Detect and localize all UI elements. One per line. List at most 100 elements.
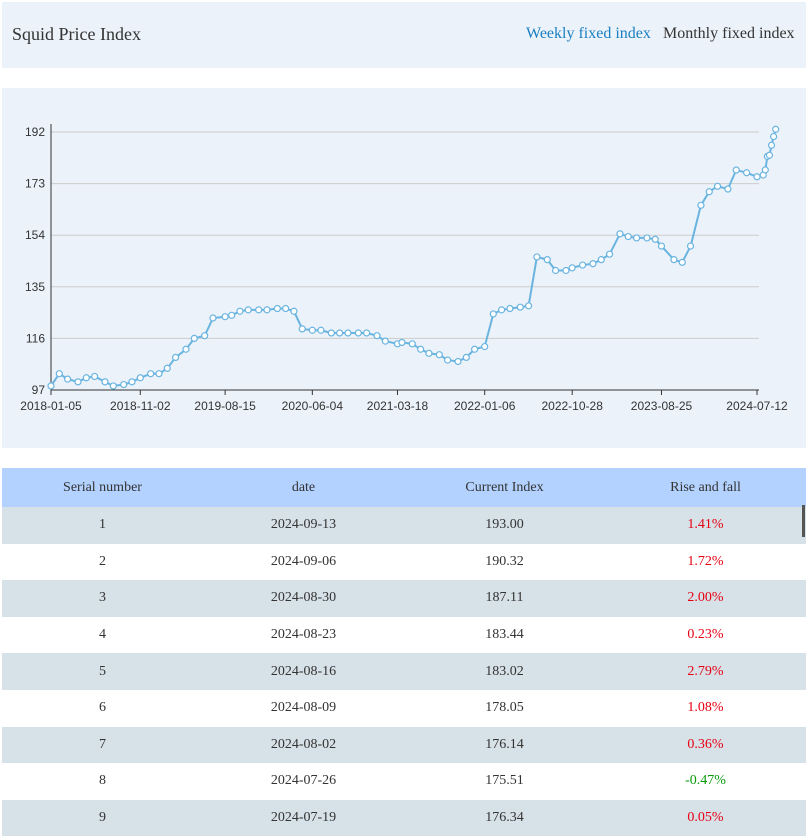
data-point (209, 314, 217, 322)
tab-weekly-fixed-index[interactable]: Weekly fixed index (526, 25, 651, 42)
data-point (236, 307, 244, 315)
data-point (182, 345, 190, 353)
data-point (471, 345, 479, 353)
price-index-chart-panel: 97 116 135 154 173 192 2018-01-05 2018-11-02 201… (2, 88, 806, 448)
y-tick-label: 154 (25, 228, 45, 242)
data-point (55, 370, 63, 378)
table-row: 8 2024-07-26 175.51 -0.47% (2, 763, 806, 800)
data-point (136, 374, 144, 382)
table-body: 1 2024-09-13 193.00 1.41% 2 2024-09-06 190.32 1… (2, 507, 806, 836)
index-table-container: Serial number date Current Index Rise an… (2, 468, 806, 836)
data-point (327, 329, 335, 337)
cell-serial-number: 1 (2, 507, 203, 544)
tab-monthly-fixed-index[interactable]: Monthly fixed index (663, 25, 795, 42)
column-header-date: date (203, 468, 404, 507)
scrollbar-thumb[interactable] (802, 505, 805, 537)
data-point (761, 166, 769, 174)
data-point (724, 185, 732, 193)
data-point (524, 302, 533, 310)
data-point (120, 380, 128, 389)
data-point (354, 329, 362, 337)
data-point (74, 378, 82, 386)
cell-serial-number: 7 (2, 726, 203, 764)
data-point (273, 304, 281, 313)
column-header-current-index: Current Index (404, 468, 605, 507)
data-point (551, 266, 560, 275)
data-point (417, 345, 425, 353)
data-point (290, 307, 298, 315)
cell-current-index: 190.32 (404, 543, 605, 581)
cell-rise-and-fall: 0.36% (605, 726, 806, 764)
y-tick-label: 173 (25, 177, 45, 191)
cell-current-index: 176.34 (404, 799, 605, 836)
data-point (317, 326, 325, 334)
page-header: Squid Price Index Weekly fixed index Mon… (2, 2, 806, 68)
data-point (190, 334, 198, 342)
cell-rise-and-fall: 2.00% (605, 580, 806, 617)
cell-date: 2024-07-26 (203, 763, 404, 800)
data-point (462, 353, 470, 362)
cell-rise-and-fall: 1.72% (605, 543, 806, 581)
data-point (568, 264, 576, 272)
data-point (497, 306, 506, 314)
data-point (201, 332, 209, 340)
cell-rise-and-fall: 1.08% (605, 689, 806, 727)
data-point (308, 326, 316, 334)
data-point (398, 338, 406, 347)
x-tick-label: 2020-06-04 (282, 399, 344, 413)
cell-rise-and-fall: 0.23% (605, 616, 806, 654)
cell-current-index: 193.00 (404, 507, 605, 544)
data-point (632, 234, 641, 242)
page-title: Squid Price Index (12, 24, 141, 44)
data-point (657, 242, 666, 250)
cell-date: 2024-09-13 (203, 507, 404, 544)
data-point (489, 310, 497, 318)
data-point (605, 250, 614, 258)
data-point (678, 258, 686, 266)
cell-serial-number: 4 (2, 616, 203, 654)
data-point (221, 313, 229, 321)
x-tick-label: 2018-11-02 (110, 399, 171, 413)
data-point (686, 242, 695, 250)
data-point (336, 329, 344, 337)
cell-serial-number: 6 (2, 689, 203, 727)
data-point (713, 182, 722, 190)
table-row: 9 2024-07-19 176.34 0.05% (2, 799, 806, 836)
table-row: 1 2024-09-13 193.00 1.41% (2, 507, 806, 544)
cell-current-index: 175.51 (404, 763, 605, 800)
x-tick-label: 2022-10-28 (541, 399, 603, 413)
data-point (562, 266, 570, 275)
index-table: Serial number date Current Index Rise an… (2, 468, 806, 836)
price-index-chart[interactable]: 97 116 135 154 173 192 2018-01-05 2018-11-02 201… (2, 88, 806, 448)
x-tick-label: 2022-01-06 (454, 399, 516, 413)
data-point (82, 374, 90, 382)
cell-rise-and-fall: 1.41% (605, 507, 806, 544)
cell-date: 2024-09-06 (203, 543, 404, 581)
data-point (425, 349, 433, 357)
y-tick-label: 116 (26, 331, 45, 345)
table-row: 5 2024-08-16 183.02 2.79% (2, 653, 806, 690)
cell-current-index: 178.05 (404, 689, 605, 727)
data-point (705, 188, 713, 196)
data-point (732, 166, 740, 174)
data-point (597, 256, 605, 264)
data-point (624, 232, 632, 241)
cell-serial-number: 3 (2, 580, 203, 617)
data-point (228, 311, 236, 319)
data-point (578, 261, 587, 269)
data-point (282, 304, 290, 313)
data-point (381, 337, 389, 345)
data-point (147, 370, 155, 378)
data-point (91, 372, 99, 381)
data-point (743, 169, 751, 177)
data-point (128, 378, 136, 386)
data-point (444, 356, 452, 364)
cell-current-index: 187.11 (404, 580, 605, 617)
cell-serial-number: 8 (2, 763, 203, 800)
data-point (772, 125, 780, 133)
data-point (363, 329, 371, 337)
data-point (765, 151, 774, 159)
data-point (244, 306, 252, 314)
data-point (481, 342, 489, 351)
cell-current-index: 183.02 (404, 653, 605, 690)
